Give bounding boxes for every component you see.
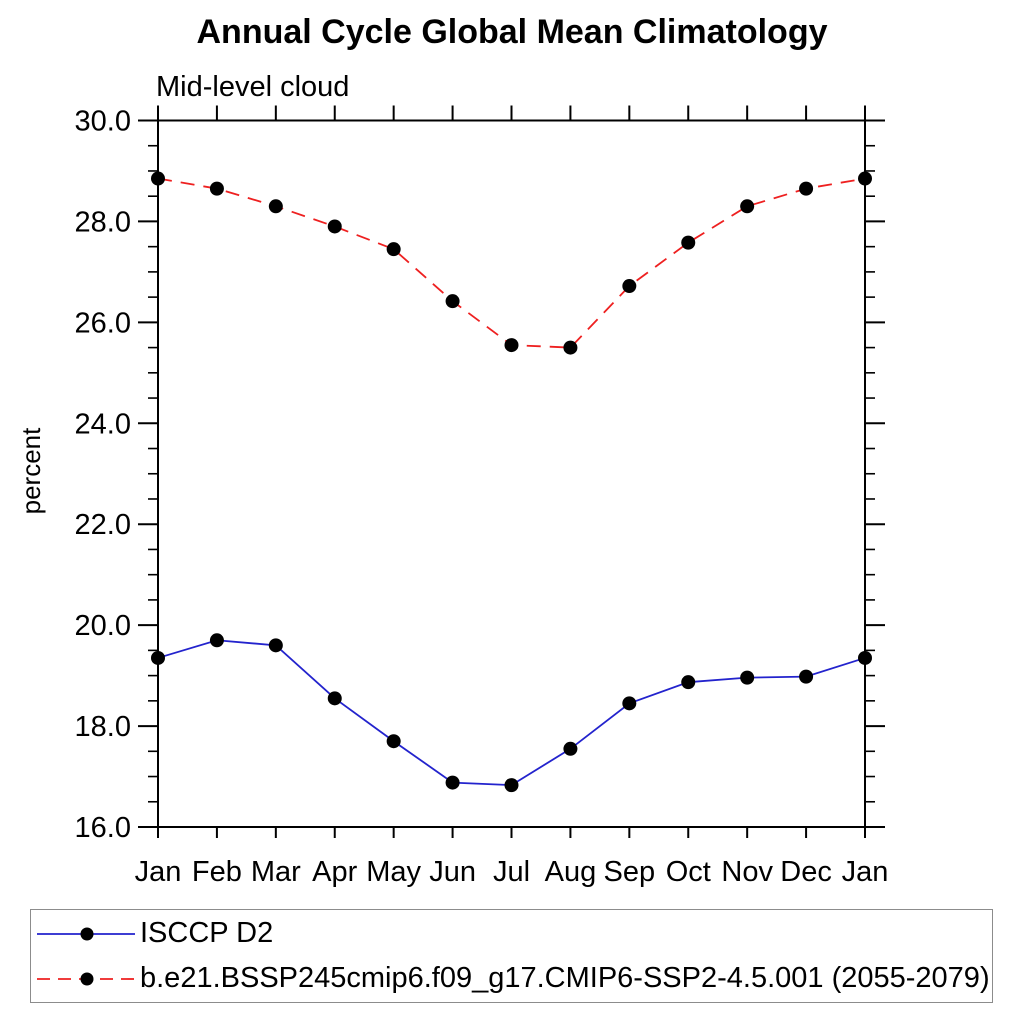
data-point bbox=[268, 199, 283, 214]
data-point bbox=[209, 181, 224, 196]
data-point bbox=[327, 691, 342, 706]
data-point bbox=[858, 650, 872, 665]
x-tick-label: Sep bbox=[604, 856, 656, 888]
x-tick-label: May bbox=[366, 856, 421, 888]
data-point bbox=[563, 340, 578, 355]
data-point bbox=[740, 199, 755, 214]
data-point bbox=[327, 219, 342, 234]
legend-label: b.e21.BSSP245cmip6.f09_g17.CMIP6-SSP2-4.… bbox=[140, 962, 990, 994]
data-point bbox=[622, 696, 637, 711]
y-tick-label: 18.0 bbox=[75, 711, 131, 743]
chart-title: Annual Cycle Global Mean Climatology bbox=[196, 13, 828, 51]
data-point bbox=[445, 294, 460, 309]
x-tick-label: Oct bbox=[666, 856, 711, 888]
series-line-0 bbox=[157, 639, 866, 787]
data-point bbox=[799, 669, 814, 684]
data-point bbox=[622, 279, 637, 294]
x-tick-label: Apr bbox=[312, 856, 357, 888]
data-point bbox=[858, 171, 872, 186]
x-tick-label: Nov bbox=[721, 856, 773, 888]
legend-item: ISCCP D2 bbox=[31, 911, 992, 956]
x-tick-label: Jun bbox=[429, 856, 476, 888]
y-tick-label: 24.0 bbox=[75, 408, 131, 440]
x-tick-label: Jul bbox=[493, 856, 530, 888]
legend: ISCCP D2 b.e21.BSSP245cmip6.f09_g17.CMIP… bbox=[30, 909, 993, 1003]
data-point bbox=[151, 171, 165, 186]
x-tick-label: Mar bbox=[251, 856, 301, 888]
y-tick-label: 26.0 bbox=[75, 307, 131, 339]
y-tick-label: 28.0 bbox=[75, 206, 131, 238]
data-point bbox=[268, 638, 283, 653]
data-point bbox=[386, 242, 401, 257]
y-tick-label: 22.0 bbox=[75, 509, 131, 541]
data-point bbox=[445, 775, 460, 790]
legend-marker-icon bbox=[80, 927, 94, 940]
legend-item: b.e21.BSSP245cmip6.f09_g17.CMIP6-SSP2-4.… bbox=[31, 956, 992, 1001]
x-tick-label: Jan bbox=[135, 856, 182, 888]
data-point bbox=[681, 675, 696, 690]
data-point bbox=[799, 181, 814, 196]
chart-subtitle: Mid-level cloud bbox=[156, 71, 350, 103]
x-tick-label: Aug bbox=[545, 856, 597, 888]
x-tick-label: Dec bbox=[780, 856, 832, 888]
data-point bbox=[681, 235, 696, 250]
x-tick-label: Feb bbox=[192, 856, 242, 888]
axis-frame bbox=[157, 119, 866, 828]
legend-marker-icon bbox=[80, 972, 94, 985]
data-point bbox=[386, 734, 401, 749]
x-tick-label: Jan bbox=[842, 856, 889, 888]
data-point bbox=[740, 670, 755, 685]
series-line-1 bbox=[157, 177, 866, 349]
data-point bbox=[504, 778, 519, 793]
data-point bbox=[504, 338, 519, 353]
y-axis-label: percent bbox=[16, 427, 46, 514]
y-tick-label: 20.0 bbox=[75, 610, 131, 642]
legend-dashed-line-sample bbox=[37, 972, 135, 985]
data-point bbox=[563, 741, 578, 756]
legend-label: ISCCP D2 bbox=[140, 917, 274, 949]
y-tick-label: 16.0 bbox=[75, 812, 131, 844]
data-point bbox=[209, 633, 224, 648]
legend-solid-line-sample bbox=[37, 927, 135, 940]
data-point bbox=[151, 650, 165, 665]
y-tick-label: 30.0 bbox=[75, 106, 131, 138]
